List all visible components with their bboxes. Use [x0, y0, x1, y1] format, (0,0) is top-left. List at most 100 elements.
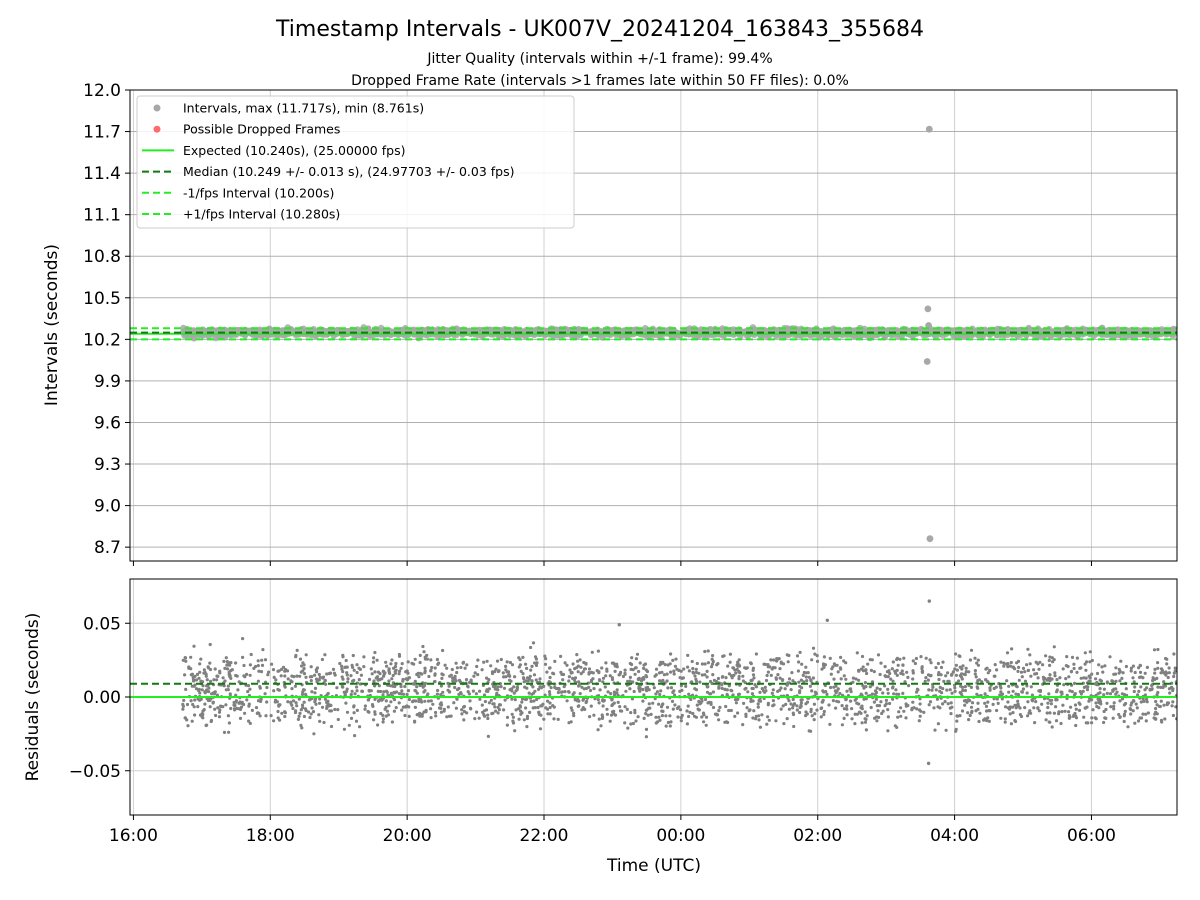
residual-point [530, 679, 534, 683]
residual-point [263, 692, 267, 696]
residual-point [496, 711, 500, 715]
residual-point [1129, 712, 1133, 716]
residual-point [716, 662, 720, 666]
residual-point [296, 717, 300, 722]
residual-point [1005, 679, 1009, 683]
residual-point [781, 704, 785, 708]
residual-point [784, 702, 788, 707]
residual-point [736, 711, 740, 715]
residual-point [469, 678, 473, 682]
residual-point [920, 666, 924, 671]
residual-point [381, 693, 385, 697]
residual-point [1002, 661, 1006, 665]
residual-point [294, 701, 298, 705]
residual-point [901, 691, 905, 696]
residual-point [502, 675, 506, 679]
residual-point [381, 720, 385, 724]
residual-point [976, 701, 980, 705]
residual-point [193, 713, 197, 717]
residual-point [1102, 687, 1106, 691]
residual-point [1155, 676, 1159, 681]
residuals-series [130, 599, 1177, 766]
residual-point [705, 675, 709, 679]
residual-point [942, 679, 946, 684]
residual-point [896, 663, 900, 667]
residual-point [405, 692, 409, 697]
residual-point [449, 714, 453, 718]
residual-point [1082, 715, 1086, 719]
residual-point [376, 678, 380, 682]
residual-point [902, 656, 906, 660]
residual-point [697, 671, 701, 675]
residual-point [515, 687, 519, 692]
residual-point [392, 666, 396, 670]
residual-point [906, 675, 910, 680]
residual-point [693, 674, 697, 678]
residual-point [579, 665, 583, 669]
residual-point [309, 665, 313, 669]
residual-point [911, 677, 915, 681]
residual-point [224, 703, 228, 707]
residual-point [886, 675, 890, 679]
residual-point [457, 686, 461, 691]
residual-point [542, 684, 546, 689]
residual-point [1122, 719, 1126, 724]
top-y-tick-label: 9.0 [94, 497, 121, 517]
residual-point [1047, 658, 1051, 663]
residual-point [725, 692, 729, 697]
residual-point [700, 662, 705, 666]
residual-point [941, 687, 945, 691]
residual-point [551, 704, 555, 708]
residual-point [1085, 688, 1090, 692]
residual-point [1124, 664, 1128, 669]
residual-point [451, 676, 455, 680]
residual-point [385, 709, 389, 713]
residual-point [895, 668, 899, 673]
residual-point [1124, 687, 1128, 691]
residual-point [1046, 705, 1050, 710]
residual-point [473, 717, 477, 721]
residual-point [554, 686, 558, 691]
residual-point [646, 713, 650, 717]
residual-point [938, 685, 942, 690]
residual-point [383, 707, 387, 711]
residual-point [521, 676, 526, 680]
residual-point [612, 712, 616, 716]
top-y-tick-label: 12.0 [83, 81, 121, 101]
residual-point [487, 687, 491, 691]
residual-point [274, 678, 278, 682]
residual-point [1137, 666, 1141, 670]
residual-point [717, 718, 721, 722]
residual-point [539, 713, 543, 717]
residual-point [548, 712, 552, 716]
residual-point [1094, 677, 1098, 681]
residual-point [487, 701, 491, 705]
residual-point [1168, 691, 1172, 695]
residual-point [504, 675, 508, 679]
residual-point [259, 670, 264, 674]
residual-point [804, 710, 808, 714]
residual-point [1129, 669, 1133, 673]
residual-point [915, 687, 920, 691]
residual-point [353, 692, 357, 696]
residual-point [318, 701, 322, 705]
residual-point [1145, 665, 1149, 670]
residual-point [1102, 709, 1106, 714]
residual-point [1144, 719, 1148, 723]
residual-point [1053, 674, 1057, 678]
residual-point [494, 667, 498, 671]
residual-point [387, 704, 391, 708]
residual-point [559, 654, 563, 659]
residual-point [721, 675, 725, 679]
residual-point [325, 672, 329, 676]
residual-point [728, 660, 732, 664]
residual-point [256, 664, 260, 668]
residual-point [605, 707, 609, 711]
residual-point [468, 699, 472, 703]
residual-point [910, 706, 914, 711]
residual-point [1170, 704, 1174, 708]
residuals-panel: 16:00 18:00 20:00 22:00 00:00 02:00 04:00 06:00… [69, 578, 1178, 846]
residual-point [401, 705, 405, 709]
residual-point [969, 685, 974, 690]
residual-point [664, 724, 668, 728]
